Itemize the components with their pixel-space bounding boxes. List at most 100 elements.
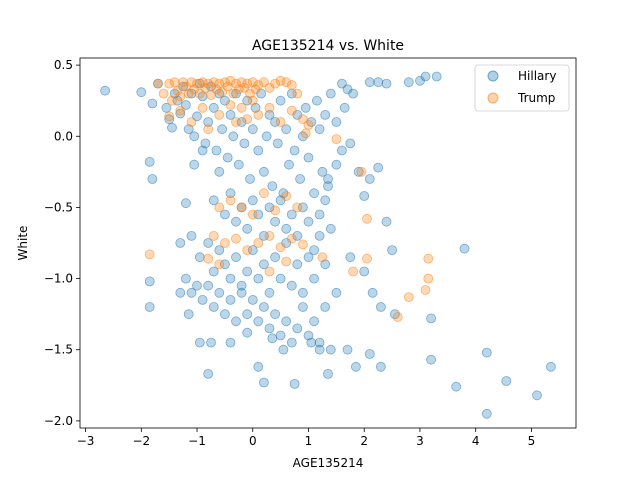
point-hillary-62 <box>323 181 333 192</box>
point-trump-55 <box>275 117 286 127</box>
point-hillary-1 <box>136 87 147 98</box>
point-hillary-135 <box>314 230 325 241</box>
point-hillary-22 <box>211 145 222 156</box>
y-tick-label: −1.0 <box>44 272 73 286</box>
point-hillary-66 <box>339 102 350 113</box>
point-hillary-81 <box>208 195 219 206</box>
point-hillary-166 <box>309 316 320 327</box>
point-hillary-26 <box>222 152 233 163</box>
point-hillary-194 <box>426 354 437 365</box>
point-hillary-173 <box>426 313 437 324</box>
point-trump-60 <box>331 134 342 145</box>
point-trump-49 <box>231 117 241 127</box>
point-hillary-32 <box>239 138 250 149</box>
point-trump-77 <box>275 242 286 253</box>
legend: Hillary Trump <box>474 64 570 112</box>
point-hillary-39 <box>258 166 269 177</box>
point-trump-78 <box>286 233 297 244</box>
point-hillary-96 <box>292 230 303 241</box>
point-hillary-117 <box>214 245 225 256</box>
point-trump-56 <box>286 105 297 116</box>
point-hillary-103 <box>325 223 336 234</box>
point-hillary-185 <box>289 378 300 389</box>
x-axis-ticks: −3 −2 −1 0 1 2 3 4 5 <box>77 428 535 448</box>
point-trump-38 <box>275 75 286 86</box>
point-trump-66 <box>258 188 269 199</box>
point-hillary-169 <box>331 287 342 298</box>
point-trump-62 <box>214 202 225 213</box>
point-trump-84 <box>281 256 292 267</box>
point-hillary-151 <box>225 294 236 305</box>
point-hillary-189 <box>323 368 333 379</box>
x-tick-label: 2 <box>360 434 368 448</box>
point-hillary-116 <box>208 266 219 277</box>
point-hillary-127 <box>270 252 281 263</box>
point-hillary-157 <box>258 302 269 312</box>
point-hillary-195 <box>451 381 462 392</box>
point-hillary-153 <box>236 287 247 298</box>
point-hillary-183 <box>267 333 278 344</box>
point-hillary-91 <box>264 202 275 213</box>
point-hillary-174 <box>183 309 194 320</box>
point-hillary-133 <box>303 252 314 263</box>
point-trump-79 <box>297 239 308 250</box>
point-trump-26 <box>231 78 241 89</box>
point-hillary-101 <box>320 195 331 206</box>
point-trump-42 <box>164 111 175 122</box>
point-hillary-146 <box>197 294 208 305</box>
point-trump-70 <box>362 213 372 224</box>
point-hillary-34 <box>245 174 255 184</box>
point-trump-51 <box>242 114 253 125</box>
point-hillary-171 <box>375 302 386 312</box>
point-hillary-118 <box>219 259 230 270</box>
point-hillary-119 <box>225 273 236 284</box>
point-hillary-44 <box>272 138 283 149</box>
point-trump-1 <box>158 88 169 99</box>
point-hillary-187 <box>314 344 325 355</box>
point-hillary-2 <box>147 98 158 109</box>
point-hillary-71 <box>381 78 392 89</box>
point-hillary-52 <box>295 174 306 184</box>
x-tick-label: 4 <box>472 434 480 448</box>
point-hillary-61 <box>320 110 331 120</box>
point-hillary-70 <box>373 77 384 88</box>
point-trump-59 <box>303 120 314 130</box>
x-axis-label: AGE135214 <box>293 456 364 470</box>
point-hillary-100 <box>314 209 325 220</box>
point-hillary-122 <box>242 266 253 277</box>
point-hillary-112 <box>175 238 186 248</box>
point-trump-48 <box>225 100 236 110</box>
point-hillary-82 <box>214 166 225 177</box>
point-trump-58 <box>300 128 311 139</box>
y-axis-label: White <box>16 226 30 261</box>
x-tick-label: 1 <box>305 434 313 448</box>
point-trump-37 <box>270 78 281 89</box>
point-trump-76 <box>264 230 275 241</box>
point-trump-67 <box>270 205 281 216</box>
point-hillary-145 <box>192 280 202 291</box>
point-hillary-104 <box>331 159 342 170</box>
point-trump-73 <box>231 233 241 244</box>
point-hillary-177 <box>206 337 216 348</box>
points-layer <box>100 71 556 419</box>
point-hillary-83 <box>219 209 230 220</box>
point-hillary-180 <box>242 327 253 338</box>
point-hillary-109 <box>364 174 375 184</box>
point-hillary-53 <box>297 131 308 142</box>
point-hillary-55 <box>303 152 314 163</box>
point-hillary-125 <box>258 259 269 270</box>
point-hillary-200 <box>546 361 556 372</box>
point-hillary-72 <box>403 77 414 88</box>
point-trump-40 <box>286 80 297 90</box>
point-hillary-88 <box>247 195 258 206</box>
point-trump-74 <box>242 245 253 256</box>
point-hillary-6 <box>167 122 177 133</box>
x-tick-label: 0 <box>249 434 257 448</box>
point-trump-34 <box>253 80 264 90</box>
point-hillary-164 <box>297 302 308 312</box>
point-trump-82 <box>214 259 225 270</box>
point-trump-39 <box>281 77 292 88</box>
point-hillary-41 <box>264 110 275 120</box>
point-trump-65 <box>247 209 258 220</box>
point-hillary-37 <box>253 145 264 156</box>
